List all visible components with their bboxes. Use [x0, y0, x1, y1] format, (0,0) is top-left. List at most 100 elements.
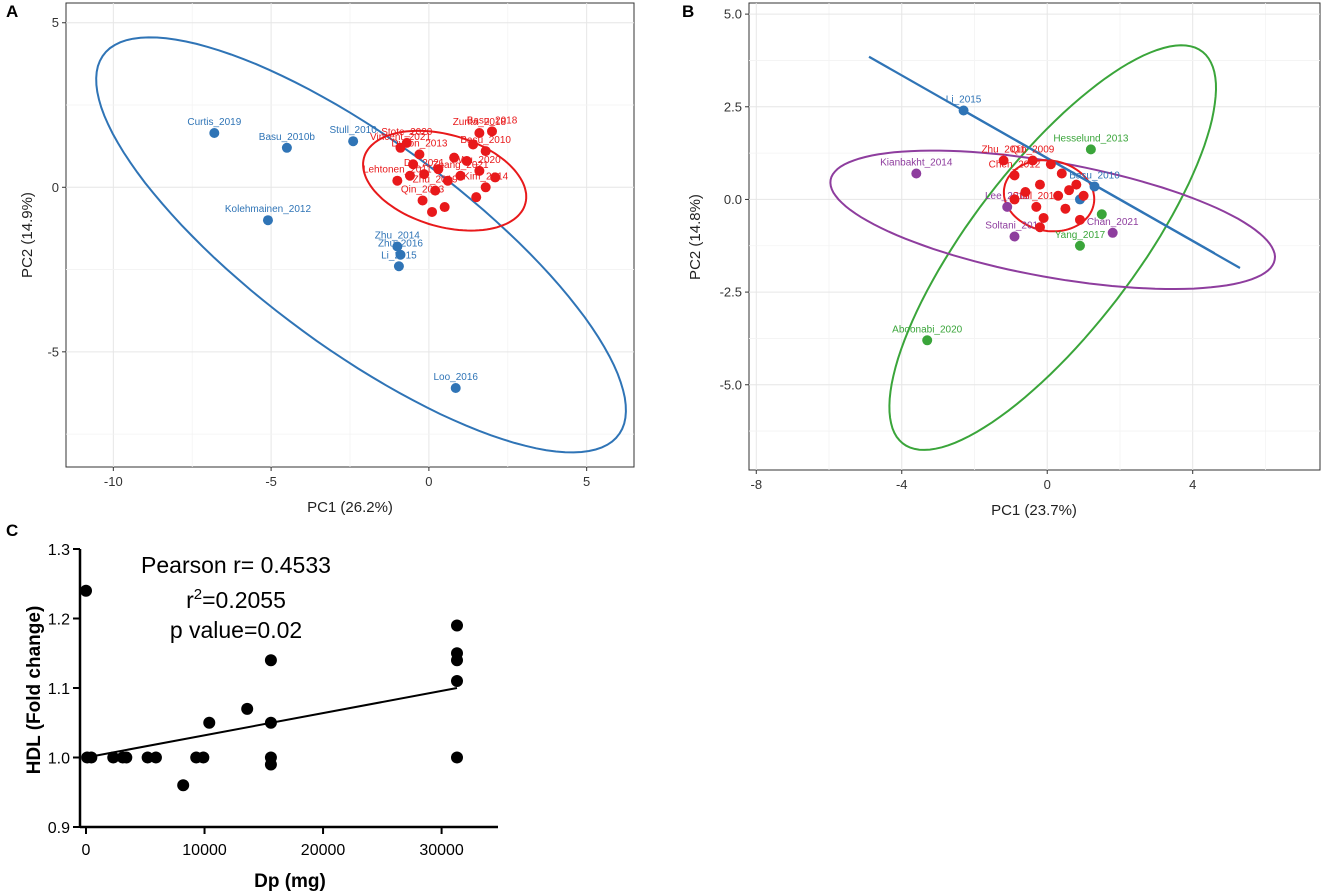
data-point [1074, 214, 1085, 225]
data-point [1085, 144, 1096, 155]
data-point [430, 185, 441, 196]
point-label: Basu_2018 [467, 115, 518, 126]
data-point [1060, 203, 1071, 214]
panel-c: C 0 10000 20000 30000 0.9 1.0 1.1 1.2 1.3 Pears… [6, 521, 498, 892]
x-tick-label: 0 [1044, 477, 1051, 492]
data-point [393, 261, 404, 272]
data-point [1034, 222, 1045, 233]
confidence-ellipse [1002, 159, 1096, 233]
panel-b-y-ticks: -5.0 -2.5 0.0 2.5 5.0 [720, 7, 749, 392]
data-point [203, 716, 216, 729]
panel-a-letter: A [6, 2, 18, 21]
data-point [1002, 201, 1013, 212]
point-label: Wu_2020 [458, 155, 501, 166]
point-label: Lee_2018 [985, 191, 1030, 202]
point-label: Kim_2014 [463, 171, 508, 182]
data-point [474, 127, 485, 138]
panel-c-points [80, 584, 463, 792]
point-label: Zurita_2018 [453, 117, 507, 128]
point-label: Basu_2010 [460, 135, 511, 146]
x-tick-label: 0 [82, 842, 91, 859]
data-point [487, 126, 497, 137]
data-point [197, 751, 210, 764]
panel-b-ellipses [829, 44, 1277, 451]
point-label: Hesselund_2013 [1053, 133, 1128, 144]
panel-a: A Curtis_2019 Basu_2010b Stull_2010 Kolehma… [6, 2, 635, 516]
data-point [177, 779, 190, 792]
panel-a-x-ticks: -10 -5 0 5 [104, 467, 590, 489]
x-tick-label: 20000 [301, 842, 346, 859]
data-point [1074, 240, 1085, 251]
panel-a-points: Curtis_2019 Basu_2010b Stull_2010 Kolehmain… [187, 115, 518, 394]
data-point [107, 751, 120, 764]
data-point [281, 142, 292, 153]
point-label: Stull_2010 [1013, 191, 1061, 202]
data-point [490, 172, 501, 183]
y-tick-label: 1.0 [48, 751, 70, 768]
point-label: Zhu_2014 [375, 231, 420, 242]
r2-superscript: 2 [194, 586, 202, 603]
x-tick-label: 10000 [182, 842, 227, 859]
data-point [417, 195, 428, 206]
data-point [408, 159, 419, 170]
point-label: Aboonabi_2020 [892, 324, 963, 335]
data-point [427, 206, 438, 217]
r2-value: =0.2055 [202, 587, 286, 613]
panel-c-x-axis-title: Dp (mg) [254, 871, 326, 892]
panel-b-x-ticks: -8 -4 0 4 [750, 470, 1196, 492]
data-point [1009, 194, 1020, 205]
y-tick-label: -5.0 [720, 377, 742, 392]
point-label: Kolehmainen_2012 [225, 204, 312, 215]
y-tick-label: 1.3 [48, 542, 70, 559]
confidence-ellipse [829, 149, 1277, 290]
data-point [1020, 187, 1031, 198]
point-label: Yang_2017 [1055, 230, 1106, 241]
data-point [958, 105, 969, 116]
data-point [149, 751, 162, 764]
data-point [449, 152, 460, 163]
data-point [1078, 190, 1089, 201]
data-point [450, 383, 461, 394]
point-label: Chan_2021 [1087, 217, 1139, 228]
confidence-ellipse [95, 36, 627, 454]
y-tick-label: -2.5 [720, 285, 742, 300]
x-tick-label: -8 [750, 477, 762, 492]
data-point [1064, 185, 1075, 196]
data-point [451, 654, 463, 667]
data-point [1027, 155, 1038, 166]
panel-c-y-axis-title: HDL (Fold change) [24, 606, 45, 775]
data-point [471, 192, 482, 203]
point-label: Kianbakht_2014 [880, 157, 953, 168]
data-point [1107, 227, 1118, 238]
point-label: Qin_2009 [1011, 145, 1055, 156]
data-point [1009, 170, 1020, 181]
data-point [392, 241, 403, 252]
point-label: Vincent_2021 [370, 132, 431, 143]
data-point [442, 175, 453, 186]
data-point [1071, 179, 1082, 190]
panel-b-y-axis-title: PC2 (14.8%) [687, 194, 704, 280]
x-tick-label: -10 [104, 474, 123, 489]
data-point [998, 155, 1009, 166]
panel-c-x-ticks: 0 10000 20000 30000 [82, 827, 464, 859]
point-label: Stull_2010 [330, 125, 378, 136]
data-point [392, 175, 403, 186]
data-point [1009, 231, 1020, 242]
data-point [395, 249, 406, 260]
data-point [241, 702, 254, 715]
y-tick-label: 5 [52, 15, 59, 30]
y-tick-label: 1.2 [48, 612, 70, 629]
data-point [1053, 190, 1064, 201]
data-point [264, 758, 277, 771]
x-tick-label: -4 [896, 477, 908, 492]
x-tick-label: 4 [1189, 477, 1196, 492]
panel-a-y-ticks: -5 0 5 [47, 15, 66, 359]
panel-a-ellipses [95, 36, 627, 454]
panel-b: B Li_2015 Basu_2010 Hesselund_2013 Yang_201… [682, 2, 1321, 519]
panel-c-pearson-annotation: Pearson r= 0.4533 [141, 552, 331, 578]
y-tick-label: -5 [47, 344, 59, 359]
point-label: Soltani_2014 [985, 221, 1044, 232]
point-label: Lehtonen_2011 [363, 165, 432, 176]
y-tick-label: 0.0 [724, 192, 742, 207]
data-point [468, 139, 479, 150]
